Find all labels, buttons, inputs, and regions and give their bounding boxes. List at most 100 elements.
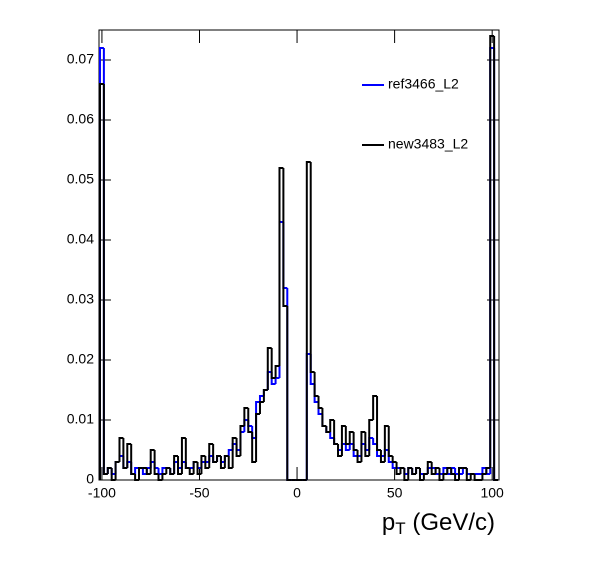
histogram-bin xyxy=(188,468,194,475)
histogram-bin xyxy=(114,461,120,480)
histogram-bin xyxy=(391,456,397,463)
histogram-bin xyxy=(204,456,210,469)
histogram-bin xyxy=(223,455,229,468)
y-tick-label: 0.03 xyxy=(67,291,94,307)
histogram-bin xyxy=(364,432,370,457)
histogram-bin xyxy=(325,426,331,433)
histogram-bin xyxy=(305,161,311,480)
y-tick-label: 0.06 xyxy=(67,111,94,127)
histogram-bin xyxy=(192,461,198,474)
histogram-bin xyxy=(309,162,315,373)
histogram-bin xyxy=(274,377,280,384)
histogram-bin xyxy=(134,474,139,481)
y-tick-label: 0.05 xyxy=(67,171,94,187)
histogram-bin xyxy=(442,473,448,480)
histogram-bin xyxy=(481,467,487,474)
histogram-bin xyxy=(422,473,428,480)
histogram-bin xyxy=(216,455,221,462)
histogram-bin xyxy=(184,438,190,469)
x-tick-label: 0 xyxy=(293,485,301,501)
histogram-bin xyxy=(255,413,260,462)
histogram-bin xyxy=(337,444,342,457)
histogram-bin xyxy=(243,407,249,426)
histogram-bin xyxy=(122,438,128,469)
histogram-bin xyxy=(321,408,327,427)
histogram-bin xyxy=(251,432,257,463)
histogram-bin xyxy=(196,462,202,475)
histogram-bin xyxy=(134,467,139,474)
y-tick-label: 0 xyxy=(86,471,94,487)
histogram-bin xyxy=(395,462,401,475)
histogram-bin xyxy=(219,456,225,469)
histogram-bin xyxy=(106,467,112,474)
histogram-bin xyxy=(161,473,167,480)
plot-frame xyxy=(98,29,500,481)
x-label-subscript: T xyxy=(395,519,405,538)
histogram-bin xyxy=(118,437,124,462)
histogram-bin xyxy=(317,396,323,409)
histogram-bin xyxy=(333,420,339,445)
histogram-bin xyxy=(98,83,104,480)
histogram-bin xyxy=(110,468,116,481)
y-tick-label: 0.01 xyxy=(67,411,94,427)
histogram-bin xyxy=(379,450,385,463)
histogram-bin xyxy=(102,84,108,475)
histogram-bin xyxy=(274,365,280,378)
histogram-bin xyxy=(383,425,389,462)
histogram-bin xyxy=(173,455,179,474)
histogram-bin xyxy=(485,467,491,474)
histogram-bin xyxy=(458,467,463,480)
legend-label: new3483_L2 xyxy=(388,136,468,152)
histogram-bin xyxy=(344,426,350,445)
histogram-bin xyxy=(258,395,264,402)
histogram-bin xyxy=(270,348,276,379)
histogram-bin xyxy=(282,168,288,307)
histogram-bin xyxy=(145,468,151,475)
histogram-bin xyxy=(454,474,459,481)
histogram-bin xyxy=(227,449,233,456)
histogram-bin xyxy=(450,468,456,475)
histogram-bin xyxy=(149,449,155,474)
x-tick-label: 100 xyxy=(480,485,504,501)
histogram-bin xyxy=(231,437,237,468)
histogram-bin xyxy=(235,438,241,457)
histogram-bin xyxy=(262,389,268,402)
y-tick-label: 0.04 xyxy=(67,231,94,247)
histogram-bin xyxy=(360,431,366,462)
histogram-bin xyxy=(418,468,424,481)
histogram-bin xyxy=(130,444,136,475)
histogram-bin xyxy=(376,396,381,451)
histogram-bin xyxy=(446,467,452,474)
x-label-base: p xyxy=(382,509,395,536)
histogram-bin xyxy=(442,467,448,474)
histogram-bin xyxy=(493,36,499,481)
histogram-bin xyxy=(438,468,444,481)
histogram-bin xyxy=(212,444,218,463)
histogram-bin xyxy=(177,456,182,475)
histogram-bin xyxy=(372,438,378,445)
histogram-bin xyxy=(313,372,319,397)
histogram-bin xyxy=(411,468,417,475)
x-tick-label: 50 xyxy=(387,485,403,501)
histogram-bin xyxy=(434,467,440,474)
histogram-bin xyxy=(372,395,378,420)
histogram-bin xyxy=(138,467,143,480)
histogram-bin xyxy=(141,468,147,475)
histogram-bin xyxy=(340,425,346,456)
histogram-bin xyxy=(426,461,432,474)
histogram-bin xyxy=(126,443,132,468)
legend-label: ref3466_L2 xyxy=(388,76,459,92)
histogram-bin xyxy=(489,35,495,468)
x-axis-label: pT (GeV/c) xyxy=(382,509,495,538)
histogram-bin xyxy=(344,444,350,451)
histogram-bin xyxy=(157,474,163,481)
histogram-bin xyxy=(407,467,413,480)
x-label-rest: (GeV/c) xyxy=(406,509,495,536)
histogram-bin xyxy=(169,468,175,475)
histogram-bin xyxy=(356,450,362,463)
histogram-bin xyxy=(430,462,436,475)
histogram-bin xyxy=(403,468,409,481)
histogram-bin xyxy=(180,437,186,474)
histogram-bin xyxy=(208,443,214,468)
histogram-bin xyxy=(473,474,479,481)
